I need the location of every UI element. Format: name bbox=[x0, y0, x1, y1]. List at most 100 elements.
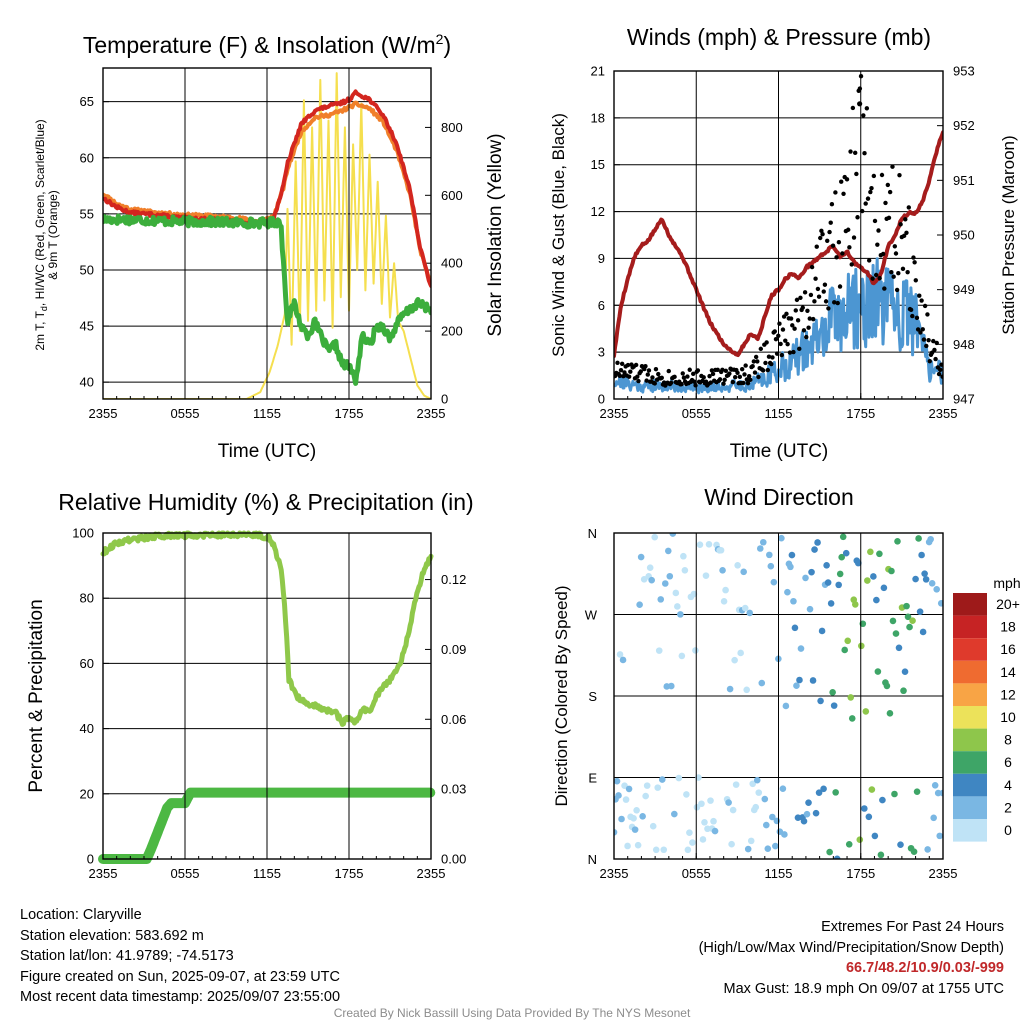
direction-point bbox=[705, 540, 713, 548]
direction-point bbox=[666, 572, 674, 580]
wind-xtick-label: 2355 bbox=[929, 406, 958, 421]
direction-point bbox=[936, 832, 943, 840]
gust-point bbox=[800, 305, 805, 310]
gust-point bbox=[646, 368, 652, 373]
gust-point bbox=[730, 379, 736, 385]
gust-point bbox=[760, 368, 766, 373]
dir-xtick-label: 1155 bbox=[765, 866, 793, 881]
direction-point bbox=[690, 590, 698, 598]
rh-ytick-label: 40 bbox=[80, 721, 94, 736]
gust-point bbox=[778, 341, 783, 347]
direction-point bbox=[637, 553, 645, 561]
temp-ytick-label: 55 bbox=[80, 206, 94, 221]
gust-point bbox=[876, 228, 881, 233]
svg-text:2m T, Td, HI/WC (Red, Green, S: 2m T, Td, HI/WC (Red, Green, Scarlet/Blu… bbox=[33, 119, 49, 350]
rh-xtick-label: 1755 bbox=[335, 866, 364, 881]
gust-point bbox=[721, 381, 726, 386]
latlon-text: Station lat/lon: 41.9789; -74.5173 bbox=[20, 948, 234, 964]
direction-point bbox=[614, 777, 621, 785]
direction-point bbox=[909, 617, 916, 625]
dir-ytick-label: N bbox=[588, 852, 597, 867]
direction-point bbox=[844, 637, 852, 645]
gust-point bbox=[821, 289, 826, 294]
direction-point bbox=[808, 568, 815, 576]
gust-point bbox=[766, 354, 772, 359]
direction-point bbox=[857, 642, 865, 650]
gust-point bbox=[717, 377, 723, 382]
direction-point bbox=[812, 809, 820, 817]
direction-point bbox=[696, 541, 704, 548]
gust-point bbox=[933, 356, 938, 362]
gust-point bbox=[868, 189, 873, 195]
direction-point bbox=[672, 589, 680, 597]
direction-point bbox=[856, 836, 864, 843]
direction-point bbox=[668, 682, 675, 690]
gust-point bbox=[865, 196, 871, 201]
direction-point bbox=[873, 596, 880, 604]
gust-point bbox=[886, 215, 892, 221]
elevation-text: Station elevation: 583.692 m bbox=[20, 927, 204, 944]
gust-point bbox=[794, 297, 800, 303]
direction-point bbox=[894, 538, 901, 545]
direction-point bbox=[695, 774, 702, 781]
direction-point bbox=[655, 647, 663, 654]
wind-ytick-label: 21 bbox=[591, 64, 605, 79]
direction-point bbox=[779, 785, 787, 792]
gust-point bbox=[628, 369, 633, 374]
precip-ytick-label: 0.03 bbox=[441, 782, 466, 797]
gust-point bbox=[650, 375, 655, 380]
gust-point bbox=[849, 262, 854, 267]
direction-point bbox=[711, 827, 719, 835]
gust-point bbox=[693, 383, 698, 388]
direction-point bbox=[880, 584, 888, 592]
legend-title: mph bbox=[993, 575, 1020, 591]
direction-point bbox=[782, 702, 790, 710]
direction-point bbox=[761, 795, 769, 803]
direction-point bbox=[805, 799, 812, 806]
location-text: Location: Claryville bbox=[20, 907, 142, 923]
station-info: Location: Claryville Station elevation: … bbox=[20, 905, 340, 1008]
insol-ytick-label: 0 bbox=[441, 392, 448, 407]
gust-point bbox=[890, 164, 895, 169]
gust-point bbox=[715, 367, 720, 373]
direction-point bbox=[847, 694, 855, 701]
legend-label: 8 bbox=[1004, 732, 1012, 748]
direction-point bbox=[921, 570, 928, 577]
direction-point bbox=[845, 840, 853, 848]
direction-point bbox=[903, 602, 910, 610]
gust-point bbox=[779, 352, 784, 358]
gust-point bbox=[666, 368, 671, 374]
gust-point bbox=[773, 336, 779, 342]
gust-point bbox=[864, 106, 870, 111]
direction-point bbox=[634, 841, 642, 849]
gust-point bbox=[780, 327, 786, 332]
gust-point bbox=[811, 316, 816, 322]
direction-point bbox=[657, 596, 665, 603]
gust-point bbox=[681, 375, 687, 380]
legend-swatch bbox=[953, 796, 987, 819]
gust-point bbox=[692, 379, 697, 384]
gust-point bbox=[777, 321, 782, 326]
direction-point bbox=[928, 580, 936, 587]
gust-point bbox=[903, 217, 908, 222]
wind-ytick-label: 12 bbox=[591, 204, 605, 219]
direction-point bbox=[717, 546, 725, 554]
gust-point bbox=[840, 251, 845, 256]
gust-point bbox=[931, 338, 936, 344]
gust-point bbox=[857, 86, 863, 91]
gust-point bbox=[891, 274, 896, 279]
gust-point bbox=[653, 366, 659, 372]
direction-point bbox=[818, 627, 826, 635]
gust-point bbox=[872, 218, 878, 224]
gust-point bbox=[832, 300, 837, 305]
gust-point bbox=[732, 375, 738, 380]
temperature-title: Temperature (F) & Insolation (W/m2) bbox=[83, 31, 451, 58]
direction-point bbox=[836, 570, 844, 578]
gust-point bbox=[897, 172, 902, 178]
gust-point bbox=[908, 307, 914, 313]
gust-point bbox=[896, 271, 901, 276]
dir-ytick-label: S bbox=[588, 689, 597, 704]
gust-point bbox=[889, 269, 894, 275]
dir-xtick-label: 2355 bbox=[929, 866, 958, 881]
